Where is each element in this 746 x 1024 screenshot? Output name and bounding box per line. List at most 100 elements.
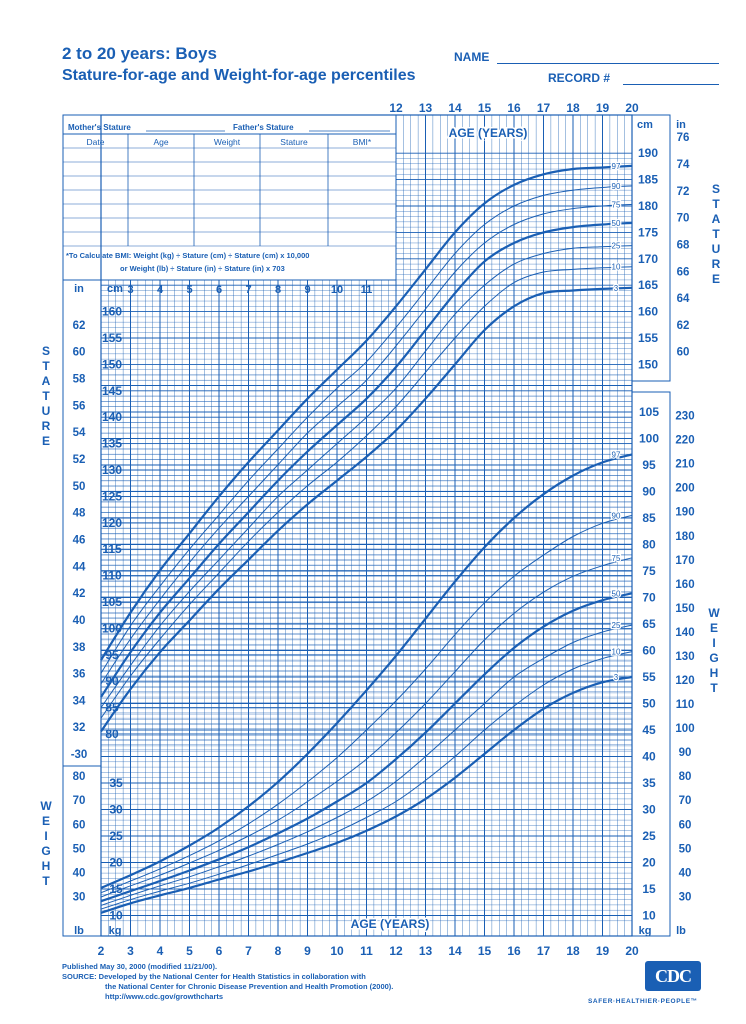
stature-vertical-label-left: T	[42, 359, 50, 373]
weight-vertical-label-left: T	[42, 874, 50, 888]
tick-kg-right: 95	[642, 458, 656, 472]
tick-lb-right: 40	[679, 867, 692, 879]
tick-lb-left: 70	[73, 795, 86, 807]
tick-cm-left: 160	[102, 305, 122, 319]
age-tick-bottom: 11	[360, 944, 373, 958]
unit-kg-left: kg	[109, 925, 122, 937]
tick-lb-right: 120	[675, 675, 694, 687]
unit-lb-left: lb	[74, 925, 84, 937]
tick-lb-left: 30	[73, 891, 86, 903]
tick-cm-right: 190	[638, 146, 658, 160]
tick-cm-left: 115	[102, 542, 122, 556]
stature-curve-p75-label: 75	[612, 200, 621, 209]
tick-lb-left: 80	[73, 771, 86, 783]
tick-cm-left: 155	[102, 331, 122, 345]
tick-in-left: 36	[73, 669, 86, 681]
stature-vertical-label-right: U	[712, 242, 721, 256]
stature-curve-p90	[100, 185, 633, 674]
tick-kg-right: 65	[642, 617, 656, 631]
unit-cm-right: cm	[637, 119, 653, 131]
stature-curve-p10-label: 10	[612, 263, 621, 272]
tick-cm-right: 175	[638, 225, 658, 239]
tick-in-left: 40	[73, 615, 86, 627]
weight-vertical-label-right: T	[710, 681, 718, 695]
tick-kg-right: 45	[642, 723, 656, 737]
weight-vertical-label-right: G	[709, 651, 718, 665]
record-col-age: Age	[153, 137, 168, 147]
age-tick-mid: 8	[275, 284, 281, 296]
source-line1: SOURCE: Developed by the National Center…	[62, 972, 366, 981]
stature-vertical-label-left: S	[42, 344, 50, 358]
weight-vertical-label-right: W	[708, 606, 720, 620]
mother-stature-label: Mother's Stature	[68, 123, 131, 132]
weight-vertical-label-left: G	[41, 844, 50, 858]
name-field[interactable]	[497, 49, 719, 64]
age-tick-top: 14	[448, 101, 462, 115]
tick-in-left: 50	[73, 481, 86, 493]
tick-in-left: 46	[73, 534, 86, 546]
tick-kg-right: 35	[642, 776, 656, 790]
tick-kg-left: 35	[109, 776, 123, 790]
tick-in-left: 48	[73, 508, 86, 520]
weight-curve-p50	[100, 592, 633, 903]
age-tick-top: 15	[478, 101, 492, 115]
stature-curve-p50	[100, 221, 633, 698]
unit-cm-left: cm	[107, 283, 123, 295]
tick-kg-right: 40	[642, 750, 656, 764]
age-tick-bottom: 14	[448, 944, 462, 958]
weight-curve-p50-label: 50	[612, 589, 621, 598]
tick-in-left: 56	[73, 400, 86, 412]
tick-cm-right: 170	[638, 252, 658, 266]
age-tick-mid: 7	[245, 284, 251, 296]
stature-vertical-label-right: T	[712, 227, 720, 241]
tick-in-right: 74	[677, 159, 690, 171]
tick-in-left: 52	[73, 454, 86, 466]
age-tick-bottom: 10	[330, 944, 344, 958]
tick-in-right: 66	[677, 266, 690, 278]
tick-lb-left: 40	[73, 867, 86, 879]
record-col-date: Date	[87, 137, 105, 147]
age-tick-mid: 10	[331, 284, 343, 296]
age-tick-bottom: 12	[389, 944, 403, 958]
tick-cm-left: 105	[102, 595, 122, 609]
source-line2: the National Center for Chronic Disease …	[105, 982, 394, 991]
cdc-tagline: SAFER·HEALTHIER·PEOPLE™	[588, 998, 698, 1005]
stature-vertical-label-left: R	[42, 419, 51, 433]
tick-lb-right: 110	[676, 699, 695, 711]
age-tick-bottom: 3	[127, 944, 134, 958]
tick-in-right: 62	[677, 320, 690, 332]
age-tick-top: 19	[596, 101, 610, 115]
weight-vertical-label-right: E	[710, 621, 718, 635]
stature-vertical-label-right: A	[712, 212, 721, 226]
age-tick-mid: 9	[304, 284, 310, 296]
tick-kg-left: 20	[109, 856, 123, 870]
stature-vertical-label-right: S	[712, 182, 720, 196]
tick-kg-left: 30	[109, 803, 123, 817]
tick-kg-right: 10	[642, 909, 656, 923]
weight-curve-p25	[100, 624, 633, 906]
chart-title-line2: Stature-for-age and Weight-for-age perce…	[62, 67, 416, 84]
age-tick-mid: 11	[361, 284, 373, 296]
tick-in-left: 38	[73, 642, 86, 654]
tick-cm-right: 155	[638, 331, 658, 345]
tick-kg-right: 60	[642, 644, 656, 658]
tick-in-right: 72	[677, 186, 690, 198]
tick-lb-right: 30	[679, 891, 692, 903]
tick-kg-right: 20	[642, 856, 656, 870]
tick-cm-left: 125	[102, 489, 122, 503]
record-col-stature: Stature	[280, 137, 308, 147]
record-label: RECORD #	[548, 71, 611, 85]
tick-lb-right: 170	[675, 555, 694, 567]
source-url[interactable]: http://www.cdc.gov/growthcharts	[105, 992, 224, 1001]
weight-vertical-label-left: W	[40, 799, 52, 813]
stature-curve-p3	[100, 286, 633, 733]
unit-in-left: in	[74, 283, 84, 295]
tick-cm-left: 80	[105, 727, 119, 741]
weight-curve-p97	[100, 453, 633, 889]
tick-cm-right: 180	[638, 199, 658, 213]
age-tick-bottom: 7	[245, 944, 252, 958]
record-field[interactable]	[623, 70, 719, 85]
tick-in-right: 70	[677, 213, 690, 225]
tick-kg-right: 25	[642, 829, 656, 843]
stature-curve-p25-label: 25	[612, 242, 621, 251]
